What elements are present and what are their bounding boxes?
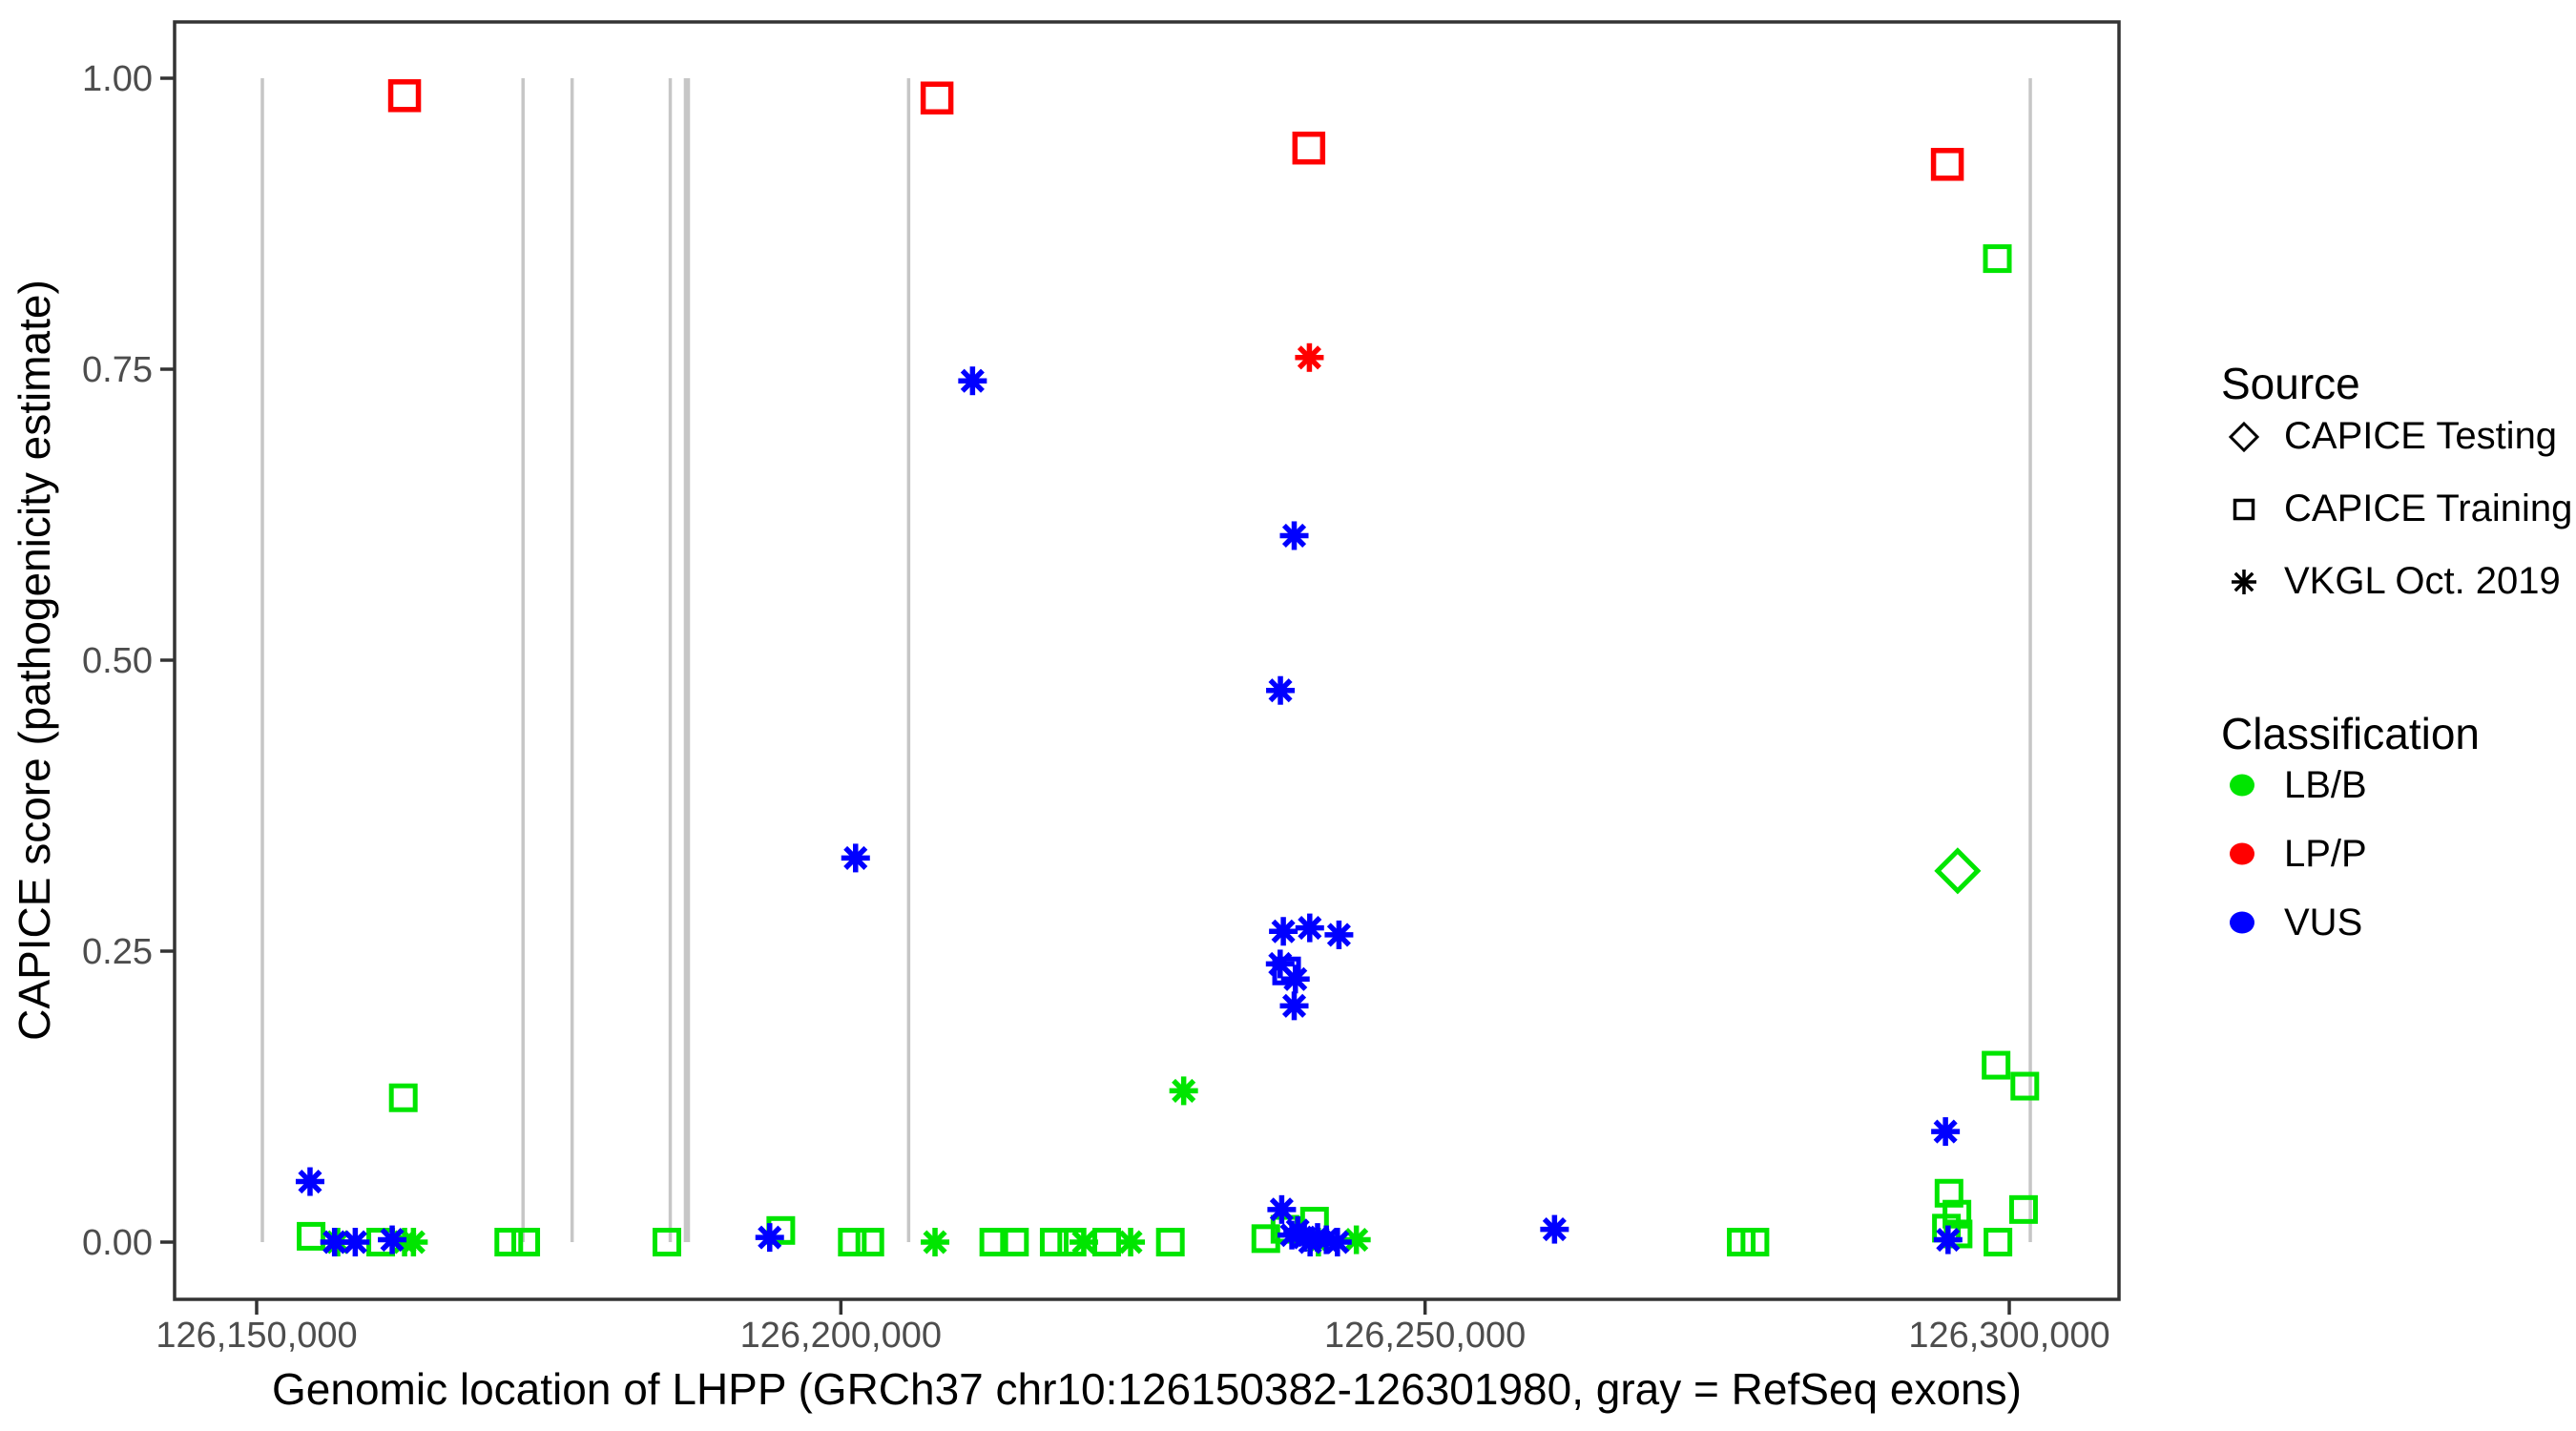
legend-item-label: VKGL Oct. 2019 <box>2284 560 2561 602</box>
data-point-square <box>1000 1228 1029 1256</box>
data-point-square <box>297 1221 326 1251</box>
data-point-square <box>1039 1228 1069 1256</box>
data-point-square <box>2010 1071 2040 1101</box>
y-axis-tick-label: 0.25 <box>82 932 153 972</box>
data-point-asterisk <box>1116 1228 1146 1256</box>
series-LPP-vkgl-oct-2019 <box>1295 342 1324 372</box>
diamond-legend-key-icon <box>2228 421 2260 453</box>
refseq-exon-lines <box>260 78 2032 1242</box>
data-point-asterisk <box>295 1167 324 1196</box>
y-axis-tick-label: 0.00 <box>82 1223 153 1263</box>
x-axis-tick-label: 126,150,000 <box>156 1316 357 1356</box>
data-point-asterisk <box>378 1225 407 1255</box>
series-LBB-capice-testing <box>1934 847 1982 895</box>
data-point-asterisk <box>1933 1225 1963 1255</box>
data-point-asterisk <box>958 366 987 396</box>
data-point-square <box>2008 1194 2038 1224</box>
data-point-square <box>855 1228 884 1256</box>
data-point-asterisk <box>1266 675 1296 705</box>
legend-item-vus: VUS <box>2230 902 2362 944</box>
y-axis-title: CAPICE score (pathogenicity estimate) <box>10 280 59 1041</box>
series-VUS-capice-training <box>1272 956 1301 985</box>
data-point-diamond <box>1934 847 1982 895</box>
data-point-asterisk <box>1324 920 1354 949</box>
data-point-square <box>920 81 954 114</box>
color-dot-legend-key-icon <box>2230 842 2254 865</box>
data-point-square <box>1982 1050 2011 1080</box>
data-point-square <box>388 1083 418 1112</box>
y-axis-tick-label: 0.50 <box>82 641 153 681</box>
data-point-square <box>1251 1224 1280 1254</box>
legend-item-label: LB/B <box>2284 764 2367 806</box>
x-axis-title: Genomic location of LHPP (GRCh37 chr10:1… <box>272 1364 2022 1414</box>
data-point-asterisk <box>1931 1117 1961 1147</box>
legend-source-title: Source <box>2221 359 2360 408</box>
square-legend-key-icon <box>2233 498 2255 521</box>
data-point-asterisk <box>1269 917 1298 946</box>
data-point-asterisk <box>841 843 870 873</box>
plot-panel <box>175 22 2119 1299</box>
color-dot-legend-key-icon <box>2230 774 2254 797</box>
data-point-square <box>838 1228 867 1256</box>
x-axis-tick-label: 126,250,000 <box>1324 1316 1526 1356</box>
data-point-square <box>1155 1228 1185 1256</box>
data-point-square <box>494 1228 524 1256</box>
series-LPP-capice-training <box>387 79 1964 181</box>
legend-item-vkgl-oct-2019: VKGL Oct. 2019 <box>2232 560 2561 602</box>
data-point-asterisk <box>1295 342 1324 372</box>
data-point-square <box>1934 1178 1963 1208</box>
data-point-square <box>1930 148 1964 181</box>
color-dot-legend-key-icon <box>2230 911 2254 934</box>
data-point-square <box>979 1228 1008 1256</box>
legend-item-label: CAPICE Testing <box>2284 415 2557 457</box>
legend-item-capice-training: CAPICE Training <box>2233 487 2572 529</box>
legend-item-label: LP/P <box>2284 833 2367 875</box>
legend-item-label: VUS <box>2284 902 2362 944</box>
data-point-asterisk <box>1322 1228 1352 1256</box>
data-point-asterisk <box>1069 1228 1098 1256</box>
data-point-asterisk <box>1280 964 1310 994</box>
legend-item-lb-b: LB/B <box>2230 764 2367 806</box>
data-point-asterisk <box>341 1228 370 1256</box>
data-point-asterisk <box>1267 1194 1297 1224</box>
y-axis-tick-label: 0.75 <box>82 350 153 390</box>
data-point-square <box>511 1228 541 1256</box>
data-point-square <box>1740 1228 1770 1256</box>
data-point-square <box>652 1228 681 1256</box>
series-VUS-vkgl-oct-2019 <box>295 366 1963 1256</box>
x-axis-tick-label: 126,200,000 <box>740 1316 942 1356</box>
data-point-asterisk <box>1295 913 1324 943</box>
legend-classification-title: Classification <box>2221 709 2480 758</box>
data-point-asterisk <box>1279 991 1309 1021</box>
data-point-square <box>1292 131 1326 165</box>
data-point-asterisk <box>755 1223 784 1253</box>
data-point-square <box>1272 956 1301 985</box>
x-axis: 126,150,000 126,200,000 126,250,000 126,300… <box>156 1299 2110 1356</box>
data-points <box>295 79 2040 1256</box>
data-point-square <box>1983 244 2012 274</box>
data-point-asterisk <box>399 1228 428 1256</box>
legend-item-lp-p: LP/P <box>2230 833 2367 875</box>
legend-item-capice-testing: CAPICE Testing <box>2228 415 2557 457</box>
legend-item-label: CAPICE Training <box>2284 487 2572 529</box>
data-point-square <box>1984 1228 2013 1256</box>
data-point-asterisk <box>921 1228 950 1256</box>
data-point-asterisk <box>1169 1076 1198 1106</box>
y-axis: 0.00 0.25 0.50 0.75 1.00 <box>82 59 175 1263</box>
data-point-square <box>387 79 422 113</box>
data-point-asterisk <box>1540 1214 1569 1244</box>
data-point-asterisk <box>1279 521 1309 550</box>
asterisk-legend-key-icon <box>2232 570 2256 594</box>
y-axis-tick-label: 1.00 <box>82 59 153 99</box>
x-axis-tick-label: 126,300,000 <box>1908 1316 2109 1356</box>
legend: Source CAPICE Testing CAPICE Training VKGL … <box>2221 359 2572 944</box>
